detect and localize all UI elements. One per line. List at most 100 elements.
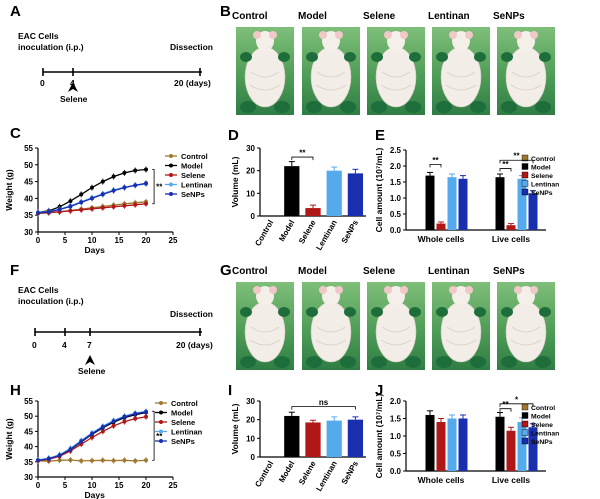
timeline-f-line2: inoculation (i.p.): [18, 296, 84, 306]
bar-selene: [506, 430, 516, 471]
legend-label-senps: SeNPs: [171, 437, 195, 446]
data-point-model: [68, 199, 73, 204]
panel-label-e: E: [375, 127, 386, 144]
bar-lentinan: [326, 420, 342, 457]
bar-lentinan: [326, 170, 342, 216]
y-axis-label: Volume (mL): [230, 403, 240, 454]
significance-bracket-label: *: [515, 395, 519, 404]
timeline-f-tick: 0: [32, 340, 37, 350]
x-tick-label: Selene: [297, 459, 318, 486]
x-tick-label: 25: [169, 236, 178, 245]
y-tick-label: 45: [24, 178, 33, 187]
significance-bracket: [499, 408, 512, 412]
timeline-f-tick: 7: [87, 340, 92, 350]
significance-bracket: [152, 410, 155, 461]
legend-swatch: [521, 420, 529, 428]
timeline-f-drug: Selene: [78, 366, 106, 376]
legend-swatch: [521, 171, 529, 179]
data-point-selene: [111, 423, 116, 428]
x-tick-label: 15: [115, 481, 124, 490]
legend-label-selene: Selene: [531, 422, 553, 429]
x-tick-label: 10: [88, 481, 97, 490]
bar-senps: [347, 419, 364, 457]
bar-model: [284, 166, 300, 216]
x-tick-label: 5: [63, 236, 68, 245]
legend-label-model: Model: [531, 165, 551, 172]
data-point-senps: [122, 185, 127, 190]
legend-label-control: Control: [531, 405, 555, 412]
data-point-model: [133, 168, 138, 173]
y-tick-label: 0: [251, 453, 256, 462]
timeline-f-tick: 4: [62, 340, 67, 350]
photo-b-title-model: Model: [298, 11, 327, 22]
legend-swatch: [521, 437, 529, 445]
timeline-a-axis: [42, 68, 202, 92]
data-point-control: [144, 458, 148, 463]
timeline-a-tick: 4: [70, 78, 75, 88]
y-axis-label: Cell amount (10⁷/mL): [374, 393, 384, 478]
significance-bracket: [291, 156, 314, 161]
y-tick-label: 30: [246, 144, 255, 153]
y-tick-label: 10: [246, 189, 255, 198]
bar-selene: [305, 422, 321, 457]
legend-label-model: Model: [531, 414, 551, 421]
significance-bracket-label: **: [299, 149, 306, 158]
bar-model: [495, 177, 505, 230]
bar-model: [495, 416, 505, 471]
data-point-senps: [133, 183, 138, 188]
y-tick-label: 0.5: [390, 210, 402, 219]
legend-label-selene: Selene: [171, 418, 195, 427]
y-tick-label: 30: [24, 228, 33, 237]
photo-b-title-control: Control: [232, 11, 268, 22]
photo-b-photo-model: [302, 27, 360, 115]
data-point-senps: [122, 414, 127, 419]
y-tick-label: 2.5: [390, 146, 402, 155]
timeline-a-drug: Selene: [60, 94, 88, 104]
data-point-control: [79, 458, 84, 463]
y-tick-label: 55: [24, 397, 33, 406]
y-tick-label: 20: [246, 167, 255, 176]
photo-g-photo-model: [302, 282, 360, 370]
y-tick-label: 0.0: [390, 467, 402, 476]
photo-g-title-lentinan: Lentinan: [428, 266, 470, 277]
y-tick-label: 0.0: [390, 226, 402, 235]
legend-swatch: [521, 154, 529, 162]
photo-g-photo-lentinan: [432, 282, 490, 370]
data-point-model: [100, 179, 105, 184]
x-tick-label: Selene: [297, 218, 318, 245]
data-point-selene: [122, 203, 127, 208]
photo-g-title-control: Control: [232, 266, 268, 277]
timeline-f-tick: 20 (days): [176, 340, 213, 350]
significance-bracket: [499, 168, 512, 172]
y-tick-label: 1.0: [390, 432, 402, 441]
data-point-senps: [57, 207, 62, 212]
data-point-selene: [90, 435, 94, 440]
legend-label-lentinan: Lentinan: [531, 431, 559, 438]
data-point-control: [68, 457, 73, 462]
photo-g-title-model: Model: [298, 266, 327, 277]
data-point-model: [144, 167, 148, 172]
chart-c: 30 35 40 45 50 55 0 5 10 15 20 25 Days Weight (g) ** Co…: [4, 144, 213, 255]
legend-marker: [169, 192, 173, 196]
x-tick-label: Lentinan: [314, 218, 339, 251]
photo-g-photo-senps: [497, 282, 555, 370]
legend-marker: [159, 429, 163, 434]
legend-swatch: [521, 403, 529, 411]
legend-marker: [159, 401, 163, 405]
legend-swatch: [521, 429, 529, 436]
y-tick-label: 0.5: [390, 450, 402, 459]
chart-e: 0.0 0.5 1.0 1.5 2.0 2.5 Cell amount (10⁷/mL) Wh…: [374, 146, 559, 244]
legend-label-selene: Selene: [531, 173, 553, 180]
significance-bracket: [429, 164, 442, 168]
photo-b-photo-senps: [497, 27, 555, 115]
y-tick-label: 1.5: [390, 178, 402, 187]
bar-senps: [347, 173, 364, 216]
legend-label-lentinan: Lentinan: [171, 428, 203, 437]
bar-model: [425, 415, 435, 471]
y-tick-label: 55: [24, 144, 33, 153]
significance-bracket-label: **: [502, 400, 509, 409]
timeline-a-arrow: [68, 82, 78, 92]
legend-marker: [159, 439, 163, 443]
photo-g-photo-selene: [367, 282, 425, 370]
legend-marker: [169, 182, 173, 187]
